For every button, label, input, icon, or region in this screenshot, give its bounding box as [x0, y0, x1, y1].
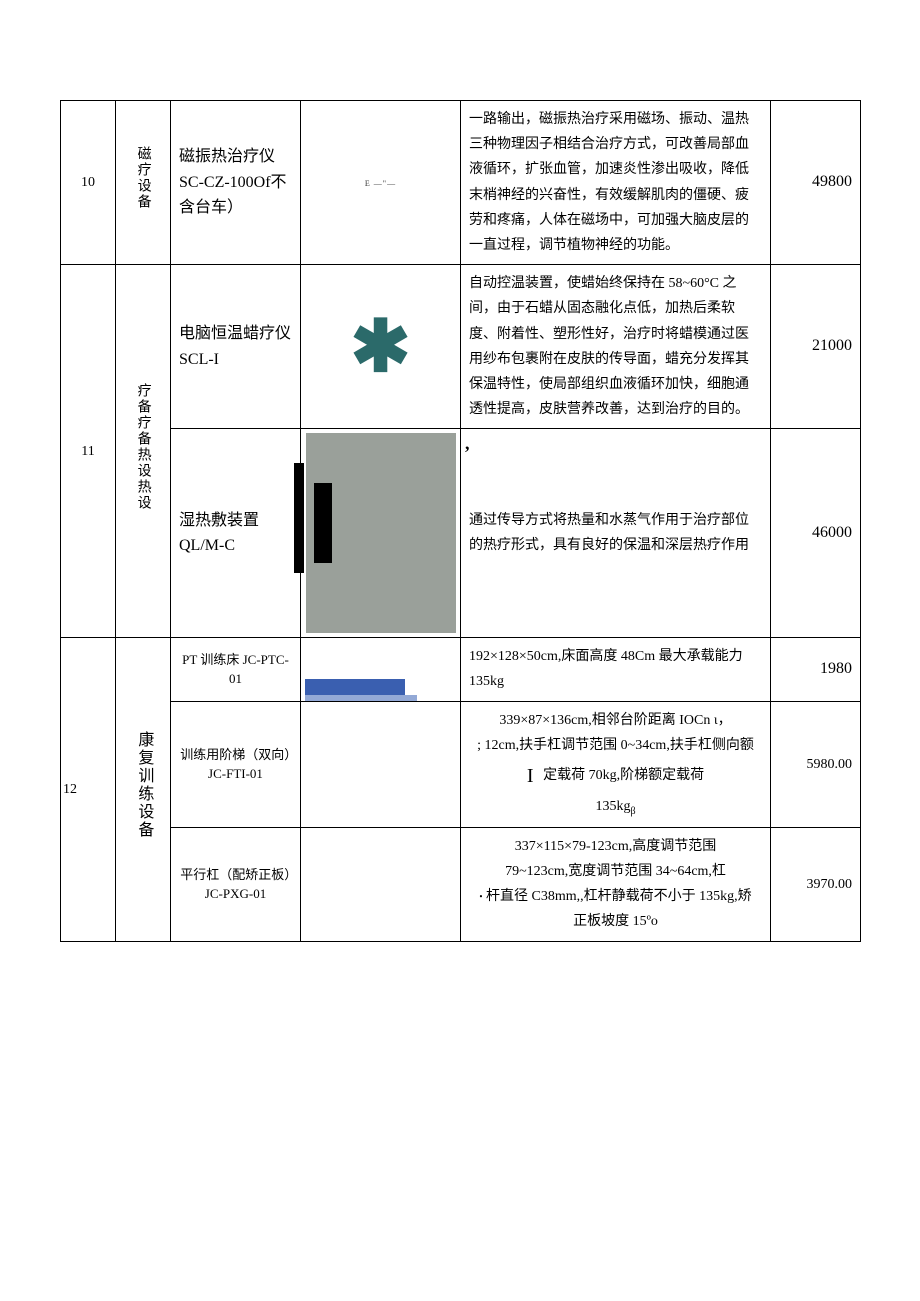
cell-desc: 自动控温装置，使蜡始终保持在 58~60°C 之间，由于石蜡从固态融化点低，加热… — [461, 265, 771, 429]
cell-name: 磁振热治疗仪SC-CZ-100Of不含台车） — [171, 101, 301, 265]
category-label: 磁疗设备 — [130, 146, 155, 210]
cell-price: 21000 — [771, 265, 861, 429]
cell-name: 训练用阶梯（双向）JC-FTI-01 — [171, 701, 301, 827]
cell-num: 10 — [61, 101, 116, 265]
table-row: 湿热敷装置QL/M-C , 通过传导方式将热量和水蒸气作用于治疗部位的热疗形式，… — [61, 429, 861, 638]
placeholder-bar — [294, 463, 304, 573]
desc-line: 杆直径 C38mm,,杠杆静载荷不小于 135kg,矫 — [486, 889, 752, 904]
cell-image: , — [301, 429, 461, 638]
equipment-table-wrapper: 10 磁疗设备 磁振热治疗仪SC-CZ-100Of不含台车） E —"— 一路输… — [60, 100, 860, 942]
desc-line: 正板坡度 15ºo — [573, 914, 658, 929]
table-row: 12 康复训练设备 PT 训练床 JC-PTC-01 192×128×50cm,… — [61, 638, 861, 701]
desc-line: 337×115×79-123cm,高度调节范围 — [515, 839, 717, 854]
cell-image: ✱ — [301, 265, 461, 429]
cell-image — [301, 827, 461, 941]
placeholder-bar — [314, 483, 332, 563]
table-row: 训练用阶梯（双向）JC-FTI-01 339×87×136cm,相邻台阶距离 I… — [61, 701, 861, 827]
desc-line: 339×87×136cm,相邻台阶距离 IOCn ι， — [499, 713, 731, 728]
image-placeholder-gray: , — [306, 433, 456, 633]
cell-price: 5980.00 — [771, 701, 861, 827]
placeholder-bar — [305, 679, 405, 695]
category-label: 疗备疗备热设热设 — [130, 383, 155, 511]
placeholder-bar — [305, 695, 417, 701]
text-cursor-icon: I — [527, 758, 534, 794]
cell-desc: 通过传导方式将热量和水蒸气作用于治疗部位的热疗形式，具有良好的保温和深层热疗作用 — [461, 429, 771, 638]
desc-line: 135kg — [595, 799, 630, 814]
cell-price: 46000 — [771, 429, 861, 638]
desc-line: ; 12cm,扶手杠调节范围 0~34cm,扶手杠侧向额 — [477, 738, 754, 753]
cell-category: 疗备疗备热设热设 — [116, 265, 171, 638]
cell-category: 磁疗设备 — [116, 101, 171, 265]
cell-desc: 一路输出，磁振热治疗采用磁场、振动、温热三种物理因子相结合治疗方式，可改善局部血… — [461, 101, 771, 265]
star-icon: ✱ — [350, 307, 410, 387]
image-placeholder-label: E —"— — [365, 179, 396, 188]
subscript: β — [630, 806, 635, 817]
cell-name: 湿热敷装置QL/M-C — [171, 429, 301, 638]
table-row: 11 疗备疗备热设热设 电脑恒温蜡疗仪 SCL-I ✱ 自动控温装置，使蜡始终保… — [61, 265, 861, 429]
cell-desc: 192×128×50cm,床面高度 48Cm 最大承载能力 135kg — [461, 638, 771, 701]
cell-name: 电脑恒温蜡疗仪 SCL-I — [171, 265, 301, 429]
cell-desc: 339×87×136cm,相邻台阶距离 IOCn ι， ; 12cm,扶手杠调节… — [461, 701, 771, 827]
cell-price: 3970.00 — [771, 827, 861, 941]
table-row: 平行杠（配矫正板）JC-PXG-01 337×115×79-123cm,高度调节… — [61, 827, 861, 941]
placeholder-mark: , — [465, 427, 470, 459]
cell-category: 康复训练设备 — [116, 638, 171, 941]
desc-line: 79~123cm,宽度调节范围 34~64cm,杠 — [505, 864, 726, 879]
dot-mark: • — [479, 892, 482, 902]
cell-image — [301, 638, 461, 701]
cell-num: 12 — [61, 638, 116, 941]
category-label: 康复训练设备 — [129, 731, 158, 839]
cell-price: 1980 — [771, 638, 861, 701]
cell-name: PT 训练床 JC-PTC-01 — [171, 638, 301, 701]
equipment-table: 10 磁疗设备 磁振热治疗仪SC-CZ-100Of不含台车） E —"— 一路输… — [60, 100, 861, 942]
cell-desc: 337×115×79-123cm,高度调节范围 79~123cm,宽度调节范围 … — [461, 827, 771, 941]
image-placeholder-blue — [305, 679, 456, 701]
cell-image: E —"— — [301, 101, 461, 265]
cell-name: 平行杠（配矫正板）JC-PXG-01 — [171, 827, 301, 941]
cell-num: 11 — [61, 265, 116, 638]
cell-price: 49800 — [771, 101, 861, 265]
table-row: 10 磁疗设备 磁振热治疗仪SC-CZ-100Of不含台车） E —"— 一路输… — [61, 101, 861, 265]
desc-line: 定载荷 70kg,阶梯额定载荷 — [543, 768, 704, 783]
cell-image — [301, 701, 461, 827]
